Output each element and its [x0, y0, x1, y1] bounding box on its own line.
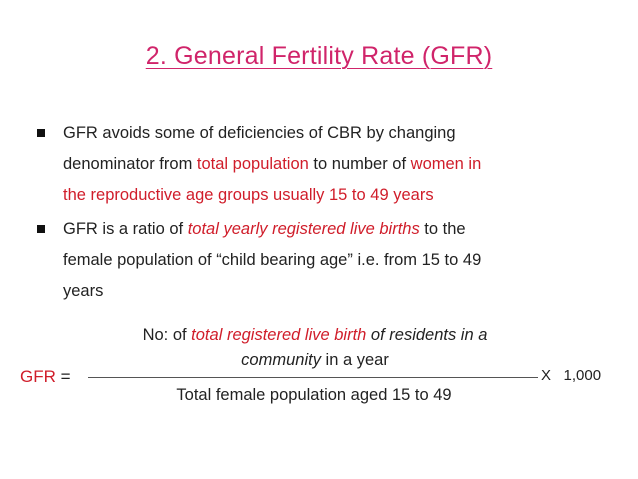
bullet-2-line-3: years — [63, 282, 104, 300]
formula-denominator: Total female population aged 15 to 49 — [176, 386, 452, 404]
bullet-1-line-1: GFR avoids some of deficiencies of CBR b… — [63, 118, 618, 149]
bullet-1-text: to number of — [308, 155, 411, 173]
highlight-live-births: total yearly registered live births — [187, 220, 420, 238]
bullet-1-line-2: denominator from total population to num… — [63, 149, 618, 180]
formula-multiplier: X 1,000 — [541, 367, 602, 384]
square-bullet-icon — [37, 225, 45, 233]
slide-title: 2. General Fertility Rate (GFR) — [145, 42, 493, 70]
highlight-total-population: total population — [196, 155, 309, 173]
bullet-2-text: GFR is a ratio of — [63, 220, 188, 238]
numerator-text: No: of — [142, 326, 192, 344]
square-bullet-icon — [37, 129, 45, 137]
gfr-label: GFR — [20, 367, 56, 386]
bullet-1-text: denominator from — [63, 155, 197, 173]
numerator-highlight: total registered live birth — [191, 326, 367, 344]
formula-numerator: No: of total registered live birth of re… — [85, 323, 545, 373]
bullet-1-line-3: the reproductive age groups usually 15 t… — [63, 186, 434, 204]
bullet-2-line-2: female population of “child bearing age”… — [63, 251, 482, 269]
equals-sign: = — [55, 367, 71, 386]
bullet-2-line-1: GFR is a ratio of total yearly registere… — [63, 214, 618, 245]
fraction-line — [88, 377, 538, 378]
formula-lhs: GFR = — [20, 367, 71, 387]
numerator-text-italic: of residents in a — [366, 326, 488, 344]
numerator-community: community — [241, 351, 321, 369]
bullet-1-text: GFR avoids some of deficiencies of CBR b… — [63, 124, 456, 142]
bullet-1: GFR avoids some of deficiencies of CBR b… — [28, 118, 618, 211]
highlight-women: women in — [410, 155, 482, 173]
bullet-2: GFR is a ratio of total yearly registere… — [28, 214, 618, 307]
numerator-text: in a year — [320, 351, 389, 369]
bullet-2-text: to the — [419, 220, 466, 238]
